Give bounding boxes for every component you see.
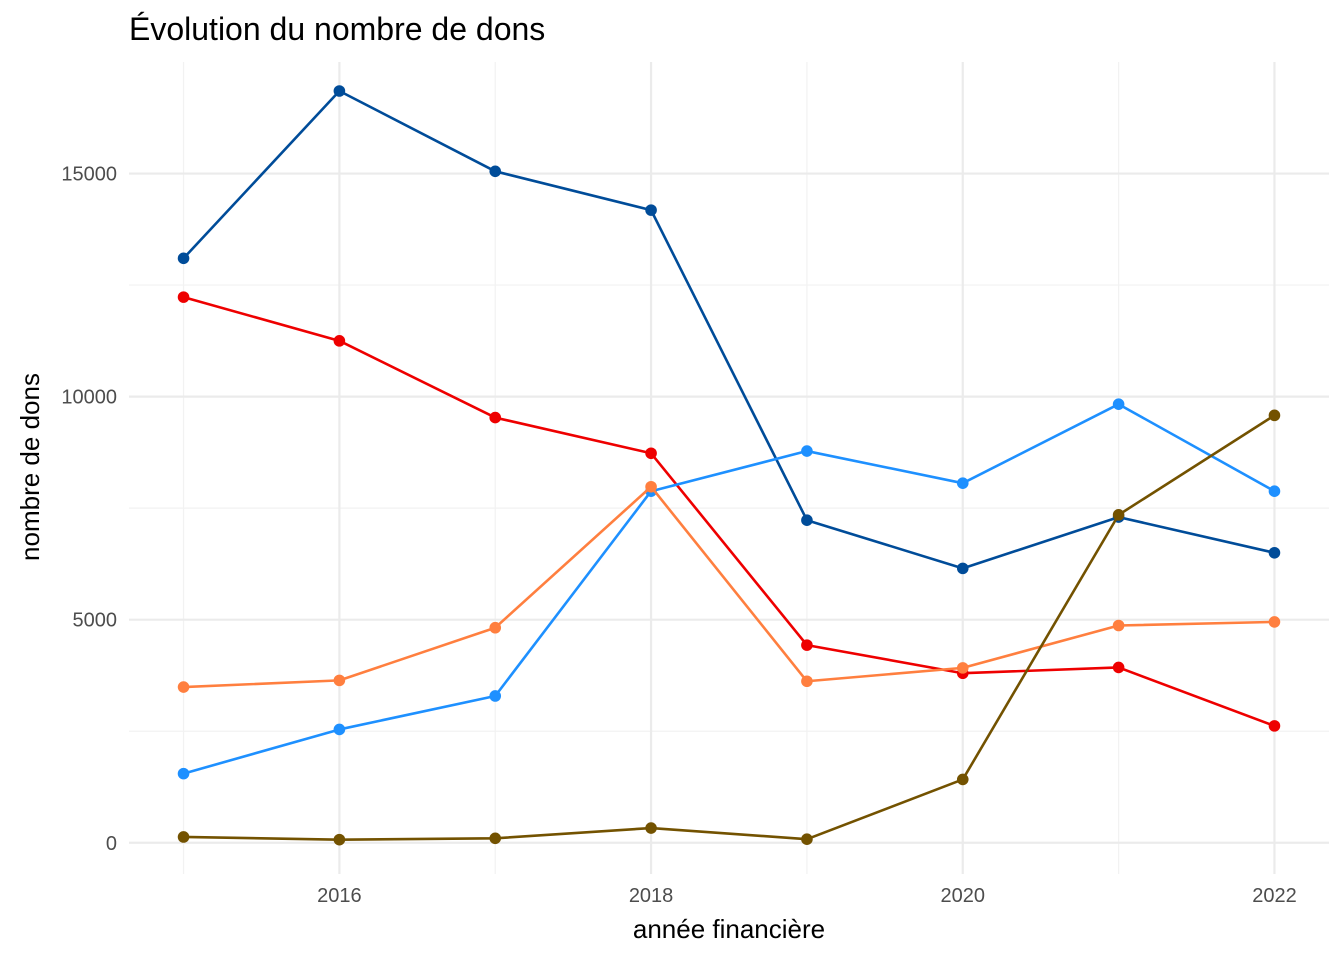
data-point	[956, 562, 969, 575]
data-point	[177, 767, 190, 780]
series-line	[183, 485, 1275, 689]
data-point	[489, 690, 502, 702]
y-axis-title: nombre de dons	[15, 373, 45, 561]
x-tick-label: 2022	[1252, 885, 1297, 907]
data-point	[489, 411, 502, 424]
chart-title: Évolution du nombre de dons	[129, 11, 545, 47]
data-point	[489, 832, 502, 845]
series-line	[183, 414, 1276, 841]
data-point	[956, 773, 969, 786]
data-point	[177, 681, 190, 693]
series-4	[177, 480, 1281, 693]
data-point	[645, 480, 657, 493]
data-point	[333, 833, 346, 846]
x-axis-ticks: 2016 2018 2020 2022	[317, 885, 1297, 907]
data-point	[956, 477, 969, 489]
data-point	[1112, 661, 1125, 674]
x-tick-label: 2018	[629, 885, 674, 907]
series-1	[177, 85, 1281, 575]
data-point	[801, 639, 813, 651]
data-point	[1268, 485, 1281, 498]
data-point	[177, 291, 190, 303]
grid	[129, 62, 1329, 874]
x-tick-label: 2016	[317, 885, 362, 907]
data-point	[645, 447, 657, 460]
x-axis-title: année financière	[633, 914, 825, 944]
data-point	[177, 252, 190, 265]
series-layer	[177, 85, 1281, 846]
data-point	[1112, 509, 1125, 521]
y-tick-label: 5000	[73, 610, 118, 632]
data-point	[1112, 398, 1125, 411]
y-axis-ticks: 0 5000 10000 15000	[61, 164, 117, 855]
series-5	[177, 409, 1281, 846]
data-point	[333, 723, 346, 736]
y-tick-label: 0	[106, 833, 117, 855]
data-point	[1268, 546, 1281, 559]
data-point	[489, 621, 502, 634]
data-point	[333, 85, 346, 97]
data-point	[801, 445, 813, 457]
data-point	[1268, 409, 1281, 422]
series-line	[182, 89, 1275, 570]
data-point	[177, 831, 190, 843]
data-point	[1268, 720, 1281, 732]
data-point	[645, 822, 657, 834]
data-point	[645, 204, 657, 216]
data-point	[489, 165, 502, 178]
series-line	[183, 295, 1275, 728]
series-line	[183, 402, 1276, 775]
data-point	[801, 675, 813, 688]
series-3	[177, 398, 1281, 780]
x-tick-label: 2020	[941, 885, 986, 907]
data-point	[801, 833, 813, 845]
data-point	[801, 514, 813, 526]
data-point	[333, 335, 346, 347]
data-point	[1112, 619, 1125, 632]
data-point	[956, 662, 969, 674]
y-tick-label: 10000	[61, 387, 117, 409]
data-point	[1268, 616, 1281, 628]
data-point	[333, 674, 346, 687]
y-tick-label: 15000	[61, 164, 117, 186]
